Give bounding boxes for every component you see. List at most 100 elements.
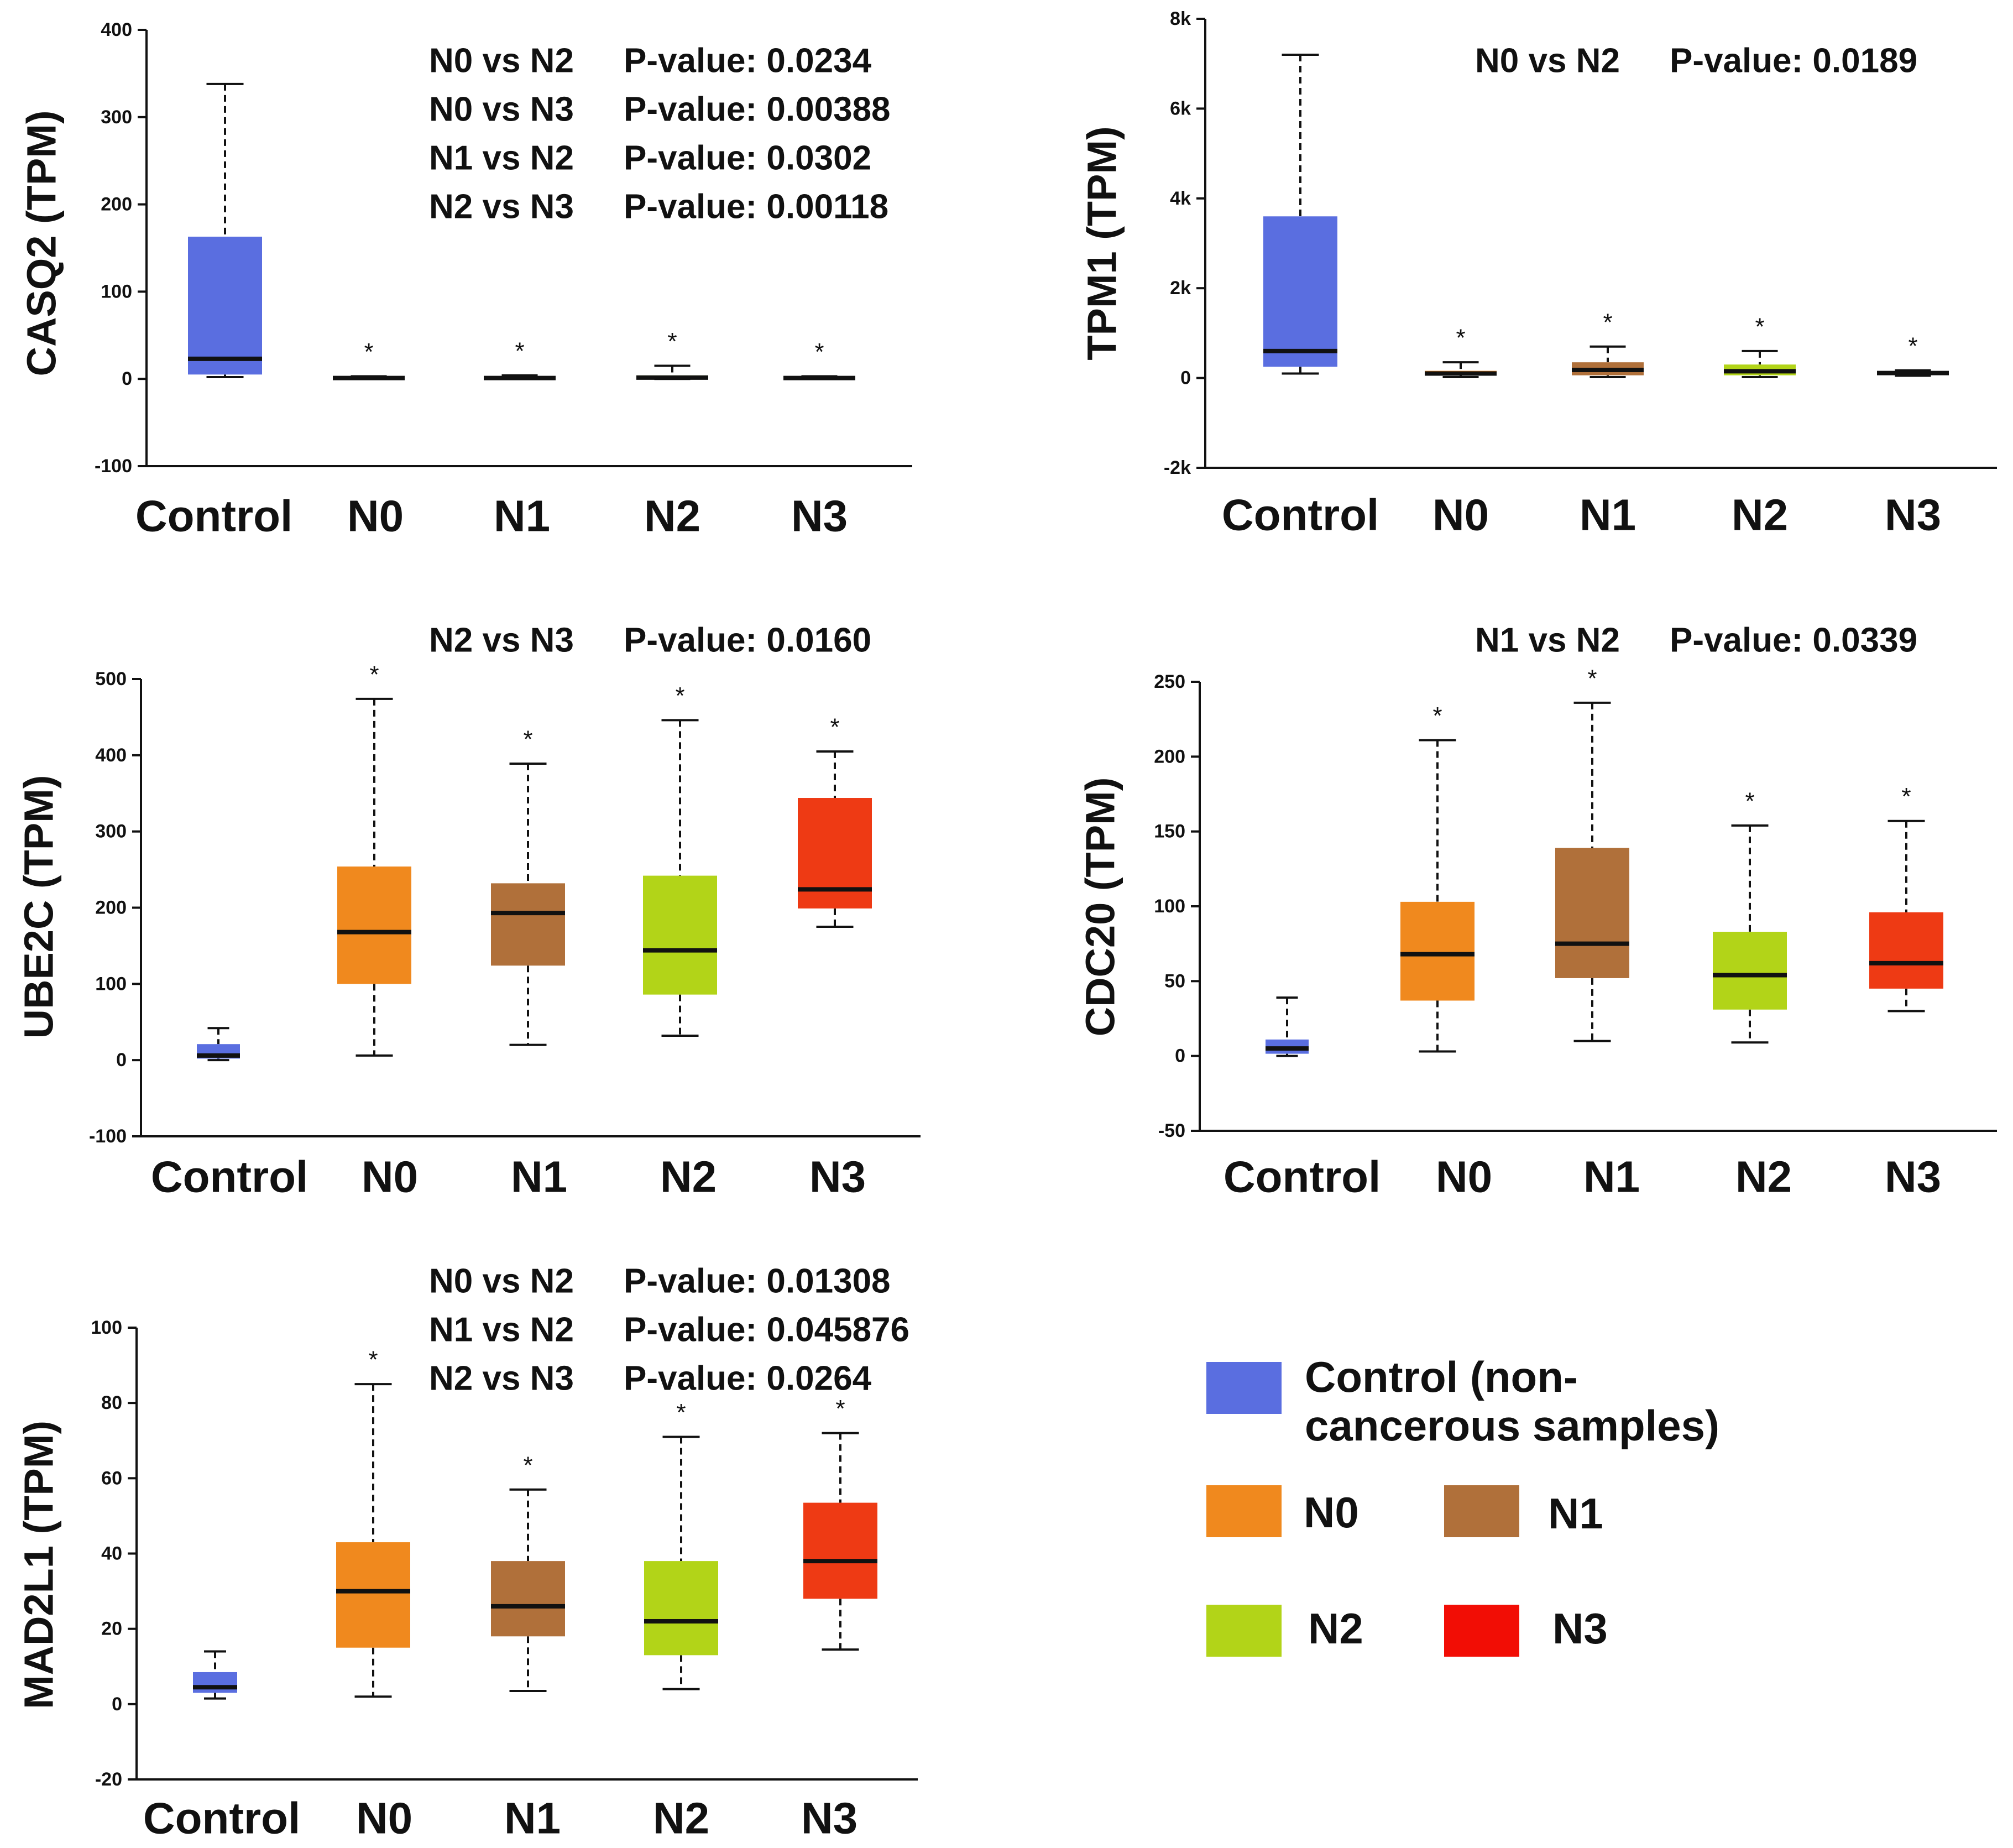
- ube2c-ytick-label: 500: [95, 669, 127, 690]
- tpm1-pvalue-value: P-value: 0.0189: [1670, 42, 1917, 80]
- casq2-xtick-label-n1: N1: [494, 492, 550, 541]
- ube2c-box-n0: [337, 866, 411, 984]
- mad2l1-significance-star-n2: *: [676, 1399, 686, 1426]
- cdc20-ytick-label: 250: [1154, 671, 1185, 692]
- cdc20-xtick-label-n3: N3: [1885, 1152, 1941, 1202]
- casq2-ytick-label: -100: [95, 456, 132, 477]
- cdc20-ytick-label: 100: [1154, 896, 1185, 917]
- ube2c-ytick-label: -100: [89, 1126, 127, 1147]
- legend-label-n2: N2: [1308, 1604, 1363, 1653]
- ube2c-xtick-label-control: Control: [151, 1152, 308, 1202]
- legend-label-n1: N1: [1548, 1489, 1603, 1538]
- casq2-ytick-label: 400: [101, 19, 132, 40]
- tpm1-pvalue-comparison: N0 vs N2: [1475, 42, 1620, 80]
- legend-swatch-n3: [1444, 1605, 1519, 1657]
- casq2-significance-star-n3: *: [814, 338, 824, 366]
- casq2-pvalue-value: P-value: 0.00118: [624, 188, 888, 226]
- tpm1-y-axis-title: TPM1 (TPM): [1079, 126, 1125, 360]
- legend-label-n3: N3: [1552, 1604, 1608, 1653]
- ube2c-ytick-label: 0: [116, 1050, 127, 1071]
- tpm1-ytick-label: 0: [1180, 368, 1191, 389]
- casq2-pvalue-comparison: N0 vs N2: [429, 42, 574, 80]
- legend: Control (non- cancerous samples) N0 N1 N…: [1206, 1353, 1719, 1657]
- legend-swatch-n1: [1444, 1485, 1519, 1537]
- casq2-ytick-label: 200: [101, 194, 132, 215]
- cdc20-boxplot: -50 0 50 100 150 200 250 CDC20 (TPM) Control N0 N1…: [1078, 622, 1997, 1202]
- cdc20-significance-star-n2: *: [1745, 787, 1754, 815]
- cdc20-xtick-label-n2: N2: [1735, 1152, 1792, 1202]
- casq2-boxplot: -100 0 100 200 300 400 CASQ2 (TPM) Control N0 N1 N…: [19, 19, 912, 541]
- mad2l1-ytick-label: 20: [101, 1619, 122, 1640]
- casq2-pvalue-value: P-value: 0.0302: [624, 139, 871, 178]
- casq2-box-control: [188, 236, 262, 375]
- mad2l1-ytick-label: 80: [101, 1392, 122, 1413]
- mad2l1-xtick-label-control: Control: [143, 1794, 300, 1843]
- mad2l1-ytick-label: -20: [95, 1769, 122, 1790]
- tpm1-significance-star-n0: *: [1456, 325, 1465, 352]
- legend-label-control-line2: cancerous samples): [1305, 1401, 1719, 1450]
- casq2-pvalue-comparison: N1 vs N2: [429, 139, 574, 178]
- casq2-pvalue-comparison: N2 vs N3: [429, 188, 574, 226]
- tpm1-significance-star-n3: *: [1908, 332, 1917, 359]
- ube2c-ytick-label: 100: [95, 973, 127, 994]
- mad2l1-significance-star-n3: *: [835, 1395, 845, 1422]
- tpm1-boxplot: -2k 0 2k 4k 6k 8k TPM1 (TPM) Control N0 N1 N2 N3 N0 …: [1079, 8, 1997, 540]
- tpm1-xtick-label-n0: N0: [1432, 490, 1489, 540]
- mad2l1-significance-star-n1: *: [523, 1452, 532, 1479]
- tpm1-xtick-label-n3: N3: [1885, 490, 1941, 540]
- casq2-xtick-label-control: Control: [135, 492, 292, 541]
- cdc20-ytick-label: 150: [1154, 821, 1185, 842]
- mad2l1-boxplot: -20 0 20 40 60 80 100 MAD2L1 (TPM) Control N0 N1 N2…: [16, 1262, 918, 1843]
- cdc20-ytick-label: -50: [1158, 1120, 1185, 1141]
- cdc20-xtick-label-control: Control: [1224, 1152, 1381, 1202]
- tpm1-significance-star-n2: *: [1755, 313, 1764, 340]
- mad2l1-box-n1: [491, 1561, 565, 1637]
- ube2c-xtick-label-n1: N1: [511, 1152, 567, 1202]
- casq2-significance-star-n2: *: [667, 328, 677, 355]
- mad2l1-ytick-label: 40: [101, 1543, 122, 1564]
- cdc20-ytick-label: 50: [1164, 970, 1185, 991]
- ube2c-significance-star-n2: *: [675, 682, 684, 709]
- tpm1-xtick-label-n2: N2: [1732, 490, 1788, 540]
- casq2-ytick-label: 100: [101, 281, 132, 302]
- cdc20-pvalue-value: P-value: 0.0339: [1670, 622, 1917, 660]
- tpm1-ytick-label: 4k: [1170, 188, 1191, 209]
- casq2-y-axis-title: CASQ2 (TPM): [19, 111, 65, 377]
- ube2c-xtick-label-n2: N2: [660, 1152, 717, 1202]
- mad2l1-ytick-label: 60: [101, 1468, 122, 1489]
- mad2l1-pvalue-comparison: N2 vs N3: [429, 1360, 574, 1398]
- ube2c-box-n3: [798, 798, 872, 909]
- cdc20-significance-star-n0: *: [1432, 702, 1442, 729]
- ube2c-boxplot: -100 0 100 200 300 400 500 UBE2C (TPM) Control N0…: [16, 622, 921, 1202]
- legend-label-n0: N0: [1304, 1488, 1359, 1537]
- ube2c-box-n1: [491, 883, 565, 966]
- ube2c-y-axis-title: UBE2C (TPM): [16, 775, 62, 1039]
- legend-swatch-n2: [1206, 1605, 1282, 1657]
- cdc20-box-n3: [1869, 912, 1943, 989]
- mad2l1-pvalue-comparison: N0 vs N2: [429, 1262, 574, 1301]
- casq2-xtick-label-n0: N0: [347, 492, 404, 541]
- ube2c-significance-star-n0: *: [369, 661, 379, 688]
- casq2-ytick-label: 300: [101, 107, 132, 128]
- legend-swatch-n0: [1206, 1485, 1282, 1537]
- mad2l1-y-axis-title: MAD2L1 (TPM): [16, 1421, 62, 1709]
- casq2-pvalue-value: P-value: 0.0234: [624, 42, 872, 80]
- cdc20-ytick-label: 0: [1175, 1046, 1185, 1067]
- casq2-pvalue-value: P-value: 0.00388: [624, 91, 891, 129]
- mad2l1-box-control: [193, 1672, 237, 1693]
- mad2l1-ytick-label: 0: [112, 1694, 122, 1715]
- casq2-xtick-label-n2: N2: [644, 492, 700, 541]
- cdc20-box-n2: [1713, 932, 1787, 1010]
- tpm1-ytick-label: 8k: [1170, 8, 1191, 29]
- ube2c-ytick-label: 200: [95, 897, 127, 918]
- casq2-pvalue-comparison: N0 vs N3: [429, 91, 574, 129]
- cdc20-significance-star-n1: *: [1587, 665, 1597, 692]
- ube2c-significance-star-n1: *: [523, 725, 532, 753]
- tpm1-ytick-label: 6k: [1170, 98, 1191, 119]
- cdc20-ytick-label: 200: [1154, 746, 1185, 767]
- cdc20-xtick-label-n1: N1: [1583, 1152, 1640, 1202]
- cdc20-y-axis-title: CDC20 (TPM): [1078, 777, 1123, 1037]
- mad2l1-box-n0: [336, 1542, 410, 1648]
